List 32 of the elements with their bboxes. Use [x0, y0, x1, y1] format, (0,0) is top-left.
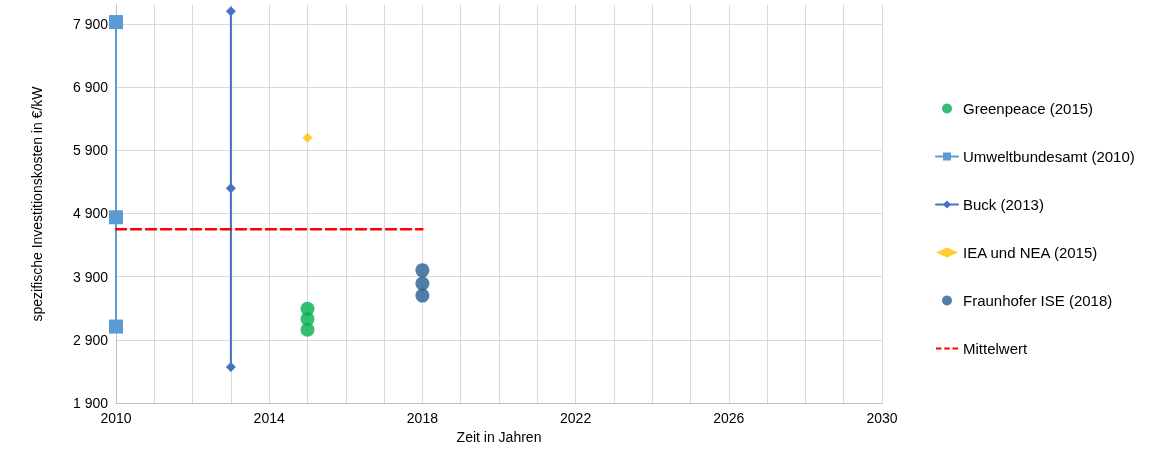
- point: [302, 132, 313, 143]
- x-tick-label: 2018: [406, 410, 439, 426]
- legend-label: IEA und NEA (2015): [963, 244, 1098, 261]
- point: [225, 6, 236, 17]
- point: [415, 288, 430, 303]
- y-axis-title: spezifische Investitionskosten in €/kW: [29, 85, 45, 322]
- y-tick-label: 6 900: [72, 79, 109, 96]
- point: [300, 322, 315, 337]
- point: [415, 263, 430, 278]
- y-tick-label: 5 900: [72, 142, 109, 159]
- legend-label: Buck (2013): [963, 196, 1044, 213]
- y-tick-label: 1 900: [72, 395, 109, 411]
- y-tick-label: 2 900: [72, 331, 109, 348]
- x-tick-label: 2030: [866, 410, 898, 426]
- point: [109, 210, 123, 225]
- x-axis-title: Zeit in Jahren: [456, 428, 542, 445]
- point: [109, 319, 123, 334]
- y-tick-label: 7 900: [72, 15, 109, 32]
- y-tick-label: 4 900: [72, 205, 109, 222]
- point: [415, 276, 430, 291]
- x-tick-label: 2022: [560, 410, 592, 426]
- point: [225, 361, 236, 372]
- point: [225, 183, 236, 194]
- legend-label: Mittelwert: [963, 340, 1029, 357]
- point: [109, 15, 123, 30]
- x-tick-label: 2014: [253, 410, 285, 426]
- legend-label: Greenpeace (2015): [963, 100, 1094, 117]
- legend-label: Fraunhofer ISE (2018): [963, 292, 1113, 309]
- legend-label: Umweltbundesamt (2010): [963, 148, 1135, 165]
- x-tick-label: 2010: [100, 410, 132, 426]
- y-tick-label: 3 900: [72, 268, 109, 285]
- x-tick-label: 2026: [713, 410, 745, 426]
